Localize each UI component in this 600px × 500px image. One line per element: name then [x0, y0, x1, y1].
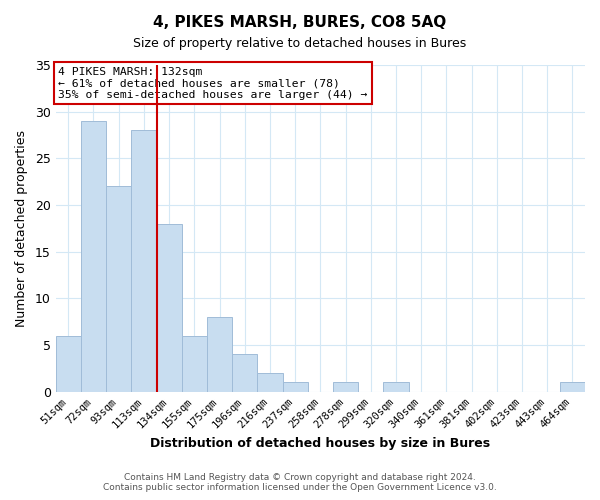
X-axis label: Distribution of detached houses by size in Bures: Distribution of detached houses by size … [150, 437, 490, 450]
Bar [106, 186, 131, 392]
Bar [182, 336, 207, 392]
Bar [560, 382, 585, 392]
Text: 4 PIKES MARSH: 132sqm
← 61% of detached houses are smaller (78)
35% of semi-deta: 4 PIKES MARSH: 132sqm ← 61% of detached … [58, 66, 368, 100]
Bar [333, 382, 358, 392]
Bar [56, 336, 81, 392]
Bar [383, 382, 409, 392]
Bar [257, 373, 283, 392]
Y-axis label: Number of detached properties: Number of detached properties [15, 130, 28, 327]
Bar [232, 354, 257, 392]
Bar [207, 317, 232, 392]
Text: Size of property relative to detached houses in Bures: Size of property relative to detached ho… [133, 38, 467, 51]
Text: Contains HM Land Registry data © Crown copyright and database right 2024.
Contai: Contains HM Land Registry data © Crown c… [103, 473, 497, 492]
Bar [157, 224, 182, 392]
Bar [283, 382, 308, 392]
Bar [81, 121, 106, 392]
Text: 4, PIKES MARSH, BURES, CO8 5AQ: 4, PIKES MARSH, BURES, CO8 5AQ [154, 15, 446, 30]
Bar [131, 130, 157, 392]
